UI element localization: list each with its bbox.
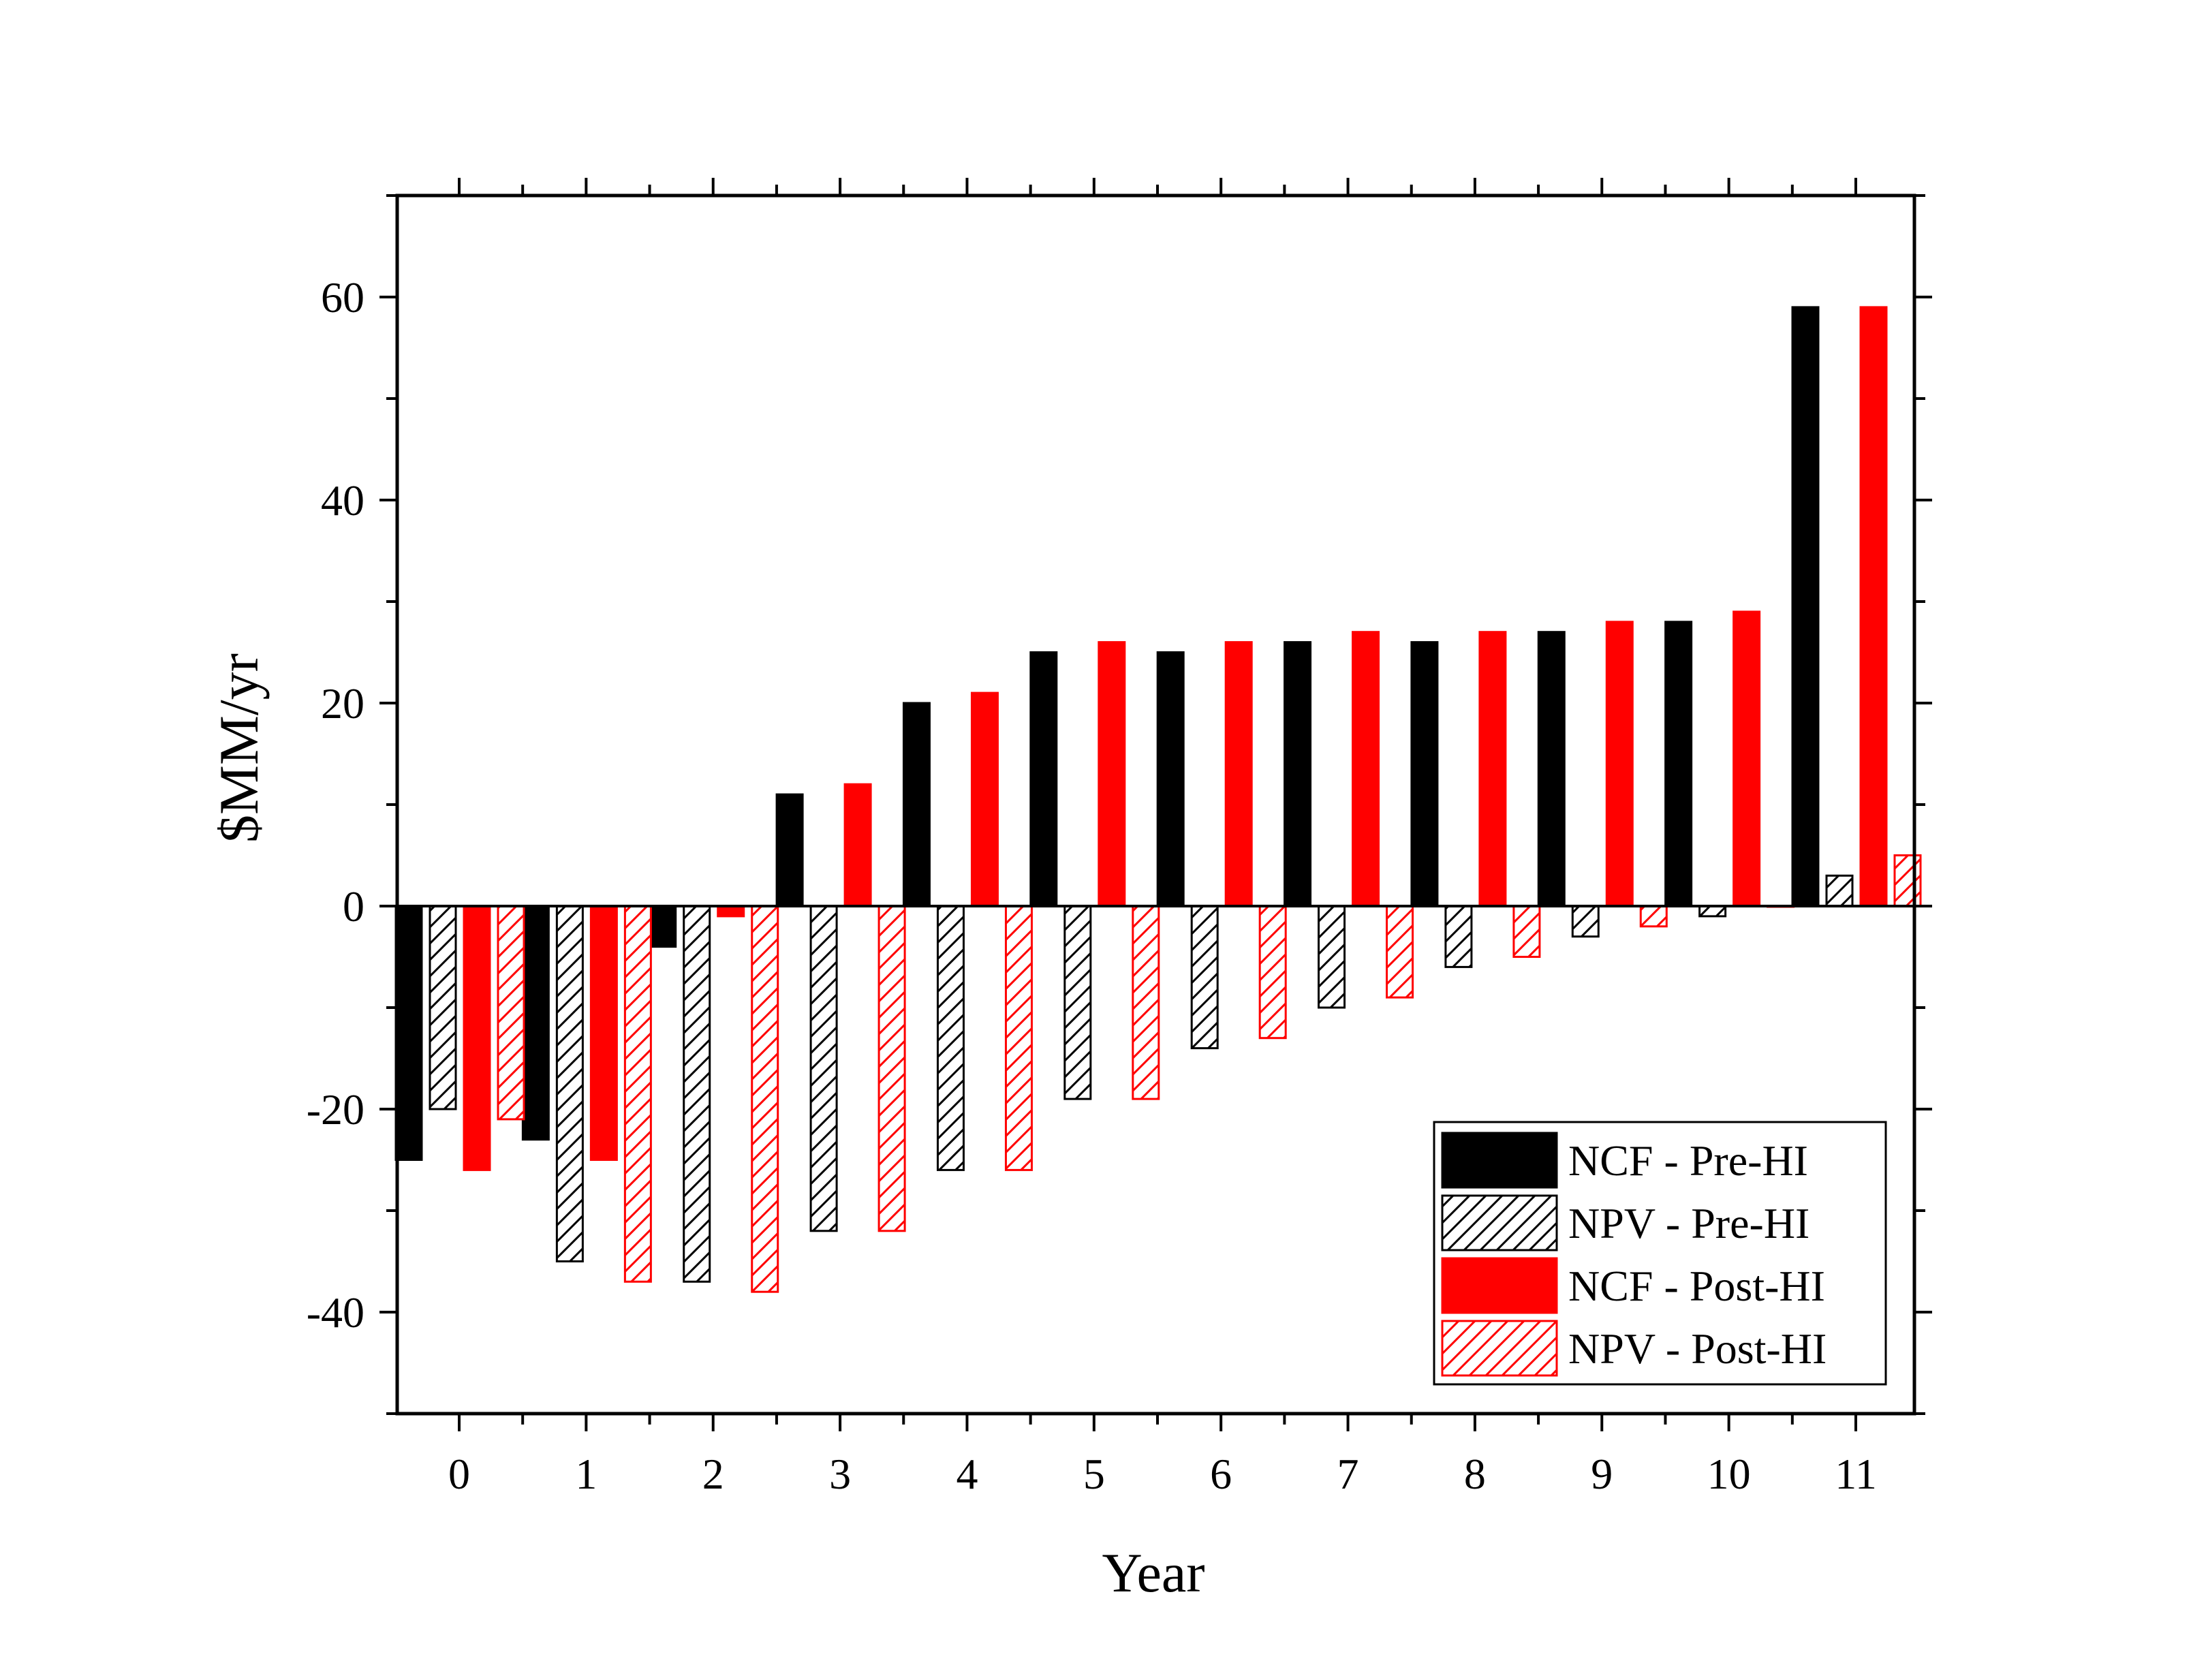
bar-ncf-pre-hi-2 bbox=[649, 905, 677, 948]
bar-npv-post-hi-9 bbox=[1639, 905, 1668, 928]
bar-npv-pre-hi-8 bbox=[1444, 905, 1473, 968]
bar-npv-post-hi-3 bbox=[877, 905, 906, 1232]
bar-npv-pre-hi-4 bbox=[936, 905, 965, 1171]
bar-npv-pre-hi-5 bbox=[1063, 905, 1092, 1100]
bar-npv-post-hi-0 bbox=[497, 905, 525, 1121]
bar-ncf-post-hi-1 bbox=[589, 905, 618, 1161]
bar-ncf-post-hi-10 bbox=[1732, 610, 1761, 907]
bar-npv-pre-hi-6 bbox=[1190, 905, 1219, 1050]
bar-npv-pre-hi-11 bbox=[1825, 874, 1854, 907]
y-tick-label: 0 bbox=[343, 882, 364, 931]
bar-npv-pre-hi-0 bbox=[429, 905, 457, 1110]
bar-npv-post-hi-2 bbox=[751, 905, 779, 1293]
y-axis-title: $MM/yr bbox=[208, 653, 270, 843]
bar-npv-pre-hi-7 bbox=[1318, 905, 1346, 1009]
legend-swatch bbox=[1441, 1320, 1558, 1377]
bar-ncf-post-hi-3 bbox=[843, 783, 872, 907]
bar-ncf-pre-hi-11 bbox=[1791, 306, 1820, 907]
bar-npv-pre-hi-3 bbox=[809, 905, 838, 1232]
y-tick-label: 40 bbox=[321, 476, 364, 525]
bar-ncf-pre-hi-8 bbox=[1410, 641, 1439, 907]
y-tick-label: -40 bbox=[307, 1288, 364, 1337]
bar-ncf-pre-hi-9 bbox=[1537, 631, 1566, 907]
y-tick-label: 60 bbox=[321, 273, 364, 322]
bar-ncf-post-hi-4 bbox=[970, 691, 999, 907]
bar-ncf-pre-hi-5 bbox=[1029, 651, 1058, 907]
bar-npv-post-hi-6 bbox=[1258, 905, 1287, 1040]
x-tick-label: 2 bbox=[702, 1450, 724, 1498]
bar-ncf-post-hi-7 bbox=[1352, 631, 1380, 907]
bar-ncf-post-hi-5 bbox=[1098, 641, 1126, 907]
bar-ncf-pre-hi-10 bbox=[1664, 621, 1693, 907]
x-tick-label: 3 bbox=[829, 1450, 851, 1498]
bar-npv-post-hi-11 bbox=[1893, 854, 1922, 907]
x-tick-label: 5 bbox=[1083, 1450, 1105, 1498]
bar-npv-pre-hi-10 bbox=[1698, 905, 1727, 918]
bar-ncf-post-hi-2 bbox=[717, 905, 745, 918]
legend-swatch bbox=[1441, 1194, 1558, 1251]
x-tick-label: 6 bbox=[1210, 1450, 1232, 1498]
x-tick-label: 4 bbox=[956, 1450, 978, 1498]
y-tick-label: -20 bbox=[307, 1085, 364, 1134]
bar-ncf-pre-hi-4 bbox=[902, 702, 931, 907]
legend-swatch bbox=[1441, 1257, 1558, 1314]
x-axis-title: Year bbox=[1102, 1542, 1205, 1604]
bar-npv-post-hi-4 bbox=[1004, 905, 1033, 1171]
bar-ncf-post-hi-8 bbox=[1478, 631, 1507, 907]
bar-ncf-pre-hi-6 bbox=[1156, 651, 1185, 907]
bar-npv-post-hi-7 bbox=[1386, 905, 1414, 999]
legend-label: NCF - Post-HI bbox=[1568, 1262, 1825, 1310]
bar-ncf-pre-hi-1 bbox=[521, 905, 550, 1141]
legend-label: NPV - Post-HI bbox=[1568, 1324, 1827, 1373]
bar-ncf-pre-hi-0 bbox=[394, 905, 423, 1161]
legend-label: NCF - Pre-HI bbox=[1568, 1136, 1808, 1185]
bar-ncf-pre-hi-3 bbox=[775, 793, 804, 907]
bar-ncf-pre-hi-7 bbox=[1284, 641, 1312, 907]
bar-npv-pre-hi-1 bbox=[555, 905, 584, 1262]
legend-swatch bbox=[1441, 1132, 1558, 1189]
bar-ncf-post-hi-9 bbox=[1605, 621, 1634, 907]
bar-npv-post-hi-5 bbox=[1132, 905, 1160, 1100]
bar-npv-pre-hi-9 bbox=[1571, 905, 1600, 938]
legend-label: NPV - Pre-HI bbox=[1568, 1199, 1809, 1247]
bar-ncf-post-hi-11 bbox=[1859, 306, 1888, 907]
bar-npv-post-hi-8 bbox=[1512, 905, 1541, 958]
bar-ncf-post-hi-6 bbox=[1224, 641, 1253, 907]
x-tick-label: 0 bbox=[448, 1450, 470, 1498]
x-tick-label: 10 bbox=[1707, 1450, 1751, 1498]
x-tick-label: 7 bbox=[1337, 1450, 1359, 1498]
y-tick-label: 20 bbox=[321, 679, 364, 728]
bar-ncf-post-hi-0 bbox=[463, 905, 491, 1171]
x-tick-label: 11 bbox=[1835, 1450, 1877, 1498]
x-tick-label: 1 bbox=[575, 1450, 597, 1498]
bar-npv-post-hi-1 bbox=[623, 905, 652, 1283]
bar-npv-pre-hi-2 bbox=[683, 905, 711, 1283]
x-tick-label: 8 bbox=[1464, 1450, 1486, 1498]
x-tick-label: 9 bbox=[1591, 1450, 1613, 1498]
legend: NCF - Pre-HI NPV - Pre-HI NCF - Post-HI NPV… bbox=[1433, 1121, 1887, 1386]
